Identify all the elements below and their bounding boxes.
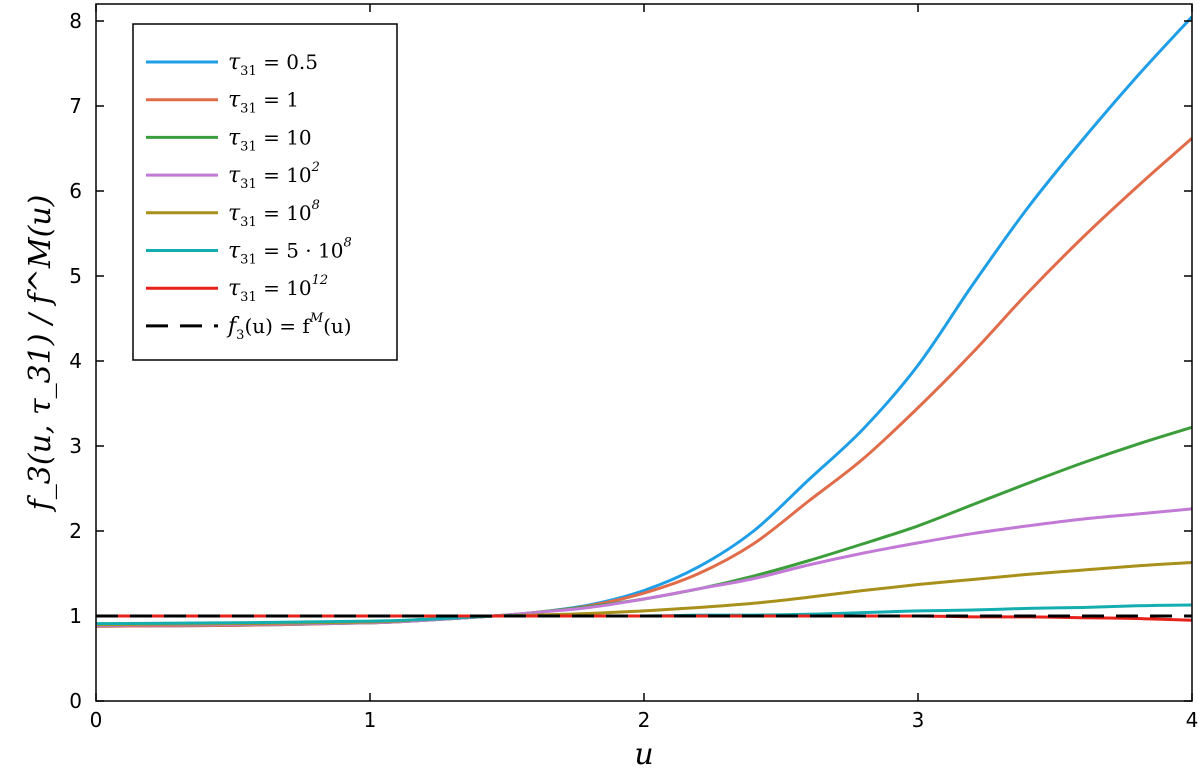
legend-label: τ31 = 102: [228, 160, 320, 192]
legend-label: τ31 = 10: [228, 125, 312, 154]
y-tick-label: 6: [69, 179, 82, 203]
y-tick-label: 1: [69, 604, 82, 628]
legend-label: τ31 = 1012: [228, 273, 328, 305]
legend-box: [132, 23, 398, 361]
series-layer: [96, 15, 1192, 628]
y-tick-label: 8: [69, 9, 82, 33]
x-tick-label: 1: [364, 708, 377, 732]
legend-label: τ31 = 5 · 108: [228, 236, 352, 268]
legend-label: τ31 = 108: [228, 198, 320, 230]
y-tick-label: 4: [69, 349, 82, 373]
legend-label: τ31 = 1: [228, 88, 299, 117]
y-tick-label: 3: [69, 434, 82, 458]
y-tick-label: 0: [69, 689, 82, 713]
x-axis-label: u: [634, 737, 653, 769]
y-axis-label: f_3(u, τ_31) / f^M(u): [23, 195, 58, 513]
x-tick-label: 3: [912, 708, 925, 732]
y-tick-label: 2: [69, 519, 82, 543]
y-axis-label-text: f_3(u, τ_31) / f^M(u): [23, 195, 58, 513]
x-tick-label: 2: [638, 708, 651, 732]
x-axis: 0 1 2 3 4: [90, 4, 1199, 732]
y-tick-label: 7: [69, 94, 82, 118]
x-tick-label: 0: [90, 708, 103, 732]
y-axis: 0 1 2 3 4 5 6 7 8: [69, 9, 1192, 713]
series-line-6: [96, 603, 1192, 626]
x-tick-label: 4: [1186, 708, 1199, 732]
y-tick-label: 5: [69, 264, 82, 288]
legend-label: τ31 = 0.5: [228, 50, 318, 79]
legend: τ31 = 0.5 τ31 = 1 τ31 = 10 τ31 = 102 τ31 = 1…: [132, 23, 398, 361]
